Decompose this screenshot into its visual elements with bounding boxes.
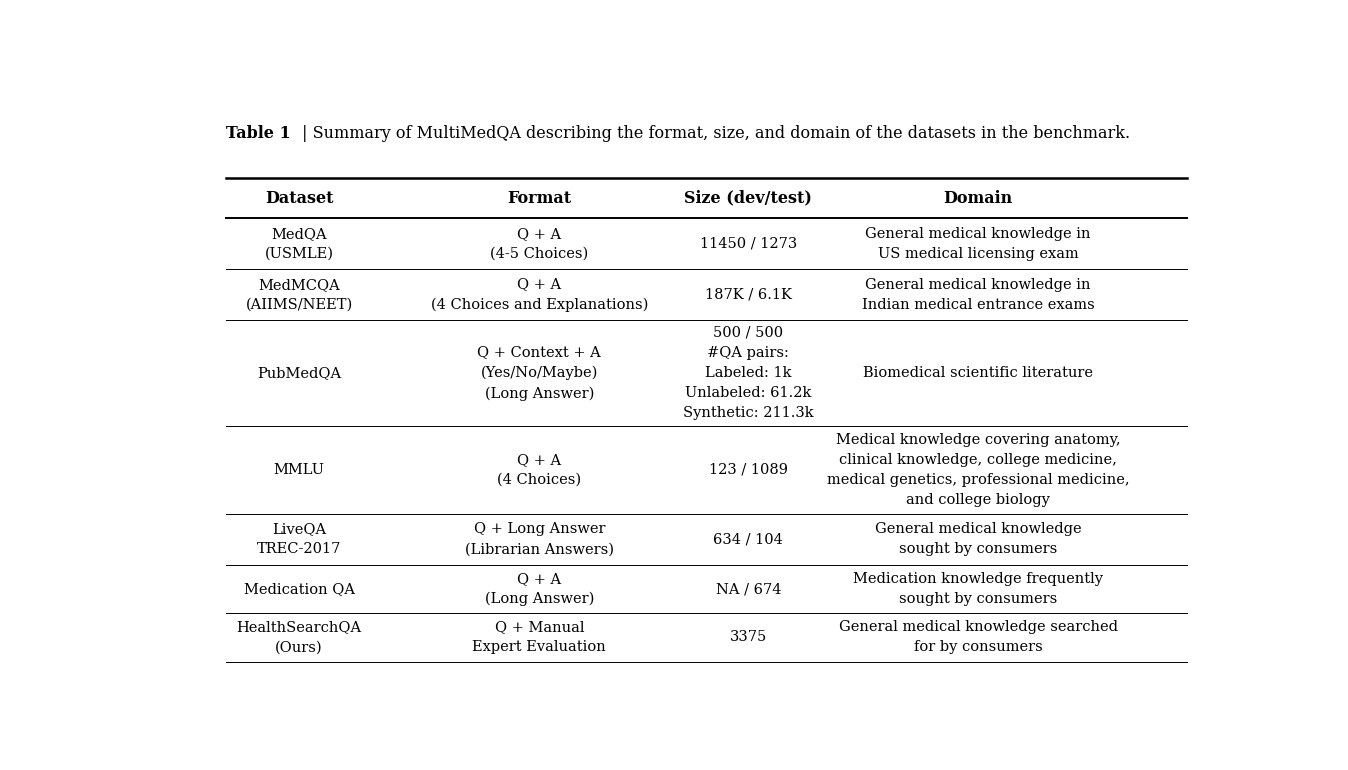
Text: 123 / 1089: 123 / 1089	[709, 463, 787, 477]
Text: | Summary of MultiMedQA describing the format, size, and domain of the datasets : | Summary of MultiMedQA describing the f…	[297, 125, 1130, 142]
Text: Q + Long Answer
(Librarian Answers): Q + Long Answer (Librarian Answers)	[465, 522, 613, 557]
Text: MedMCQA
(AIIMS/NEET): MedMCQA (AIIMS/NEET)	[245, 278, 353, 312]
Text: General medical knowledge searched
for by consumers: General medical knowledge searched for b…	[838, 621, 1117, 654]
Text: Q + A
(Long Answer): Q + A (Long Answer)	[485, 572, 594, 607]
Text: 500 / 500
#QA pairs:
Labeled: 1k
Unlabeled: 61.2k
Synthetic: 211.3k: 500 / 500 #QA pairs: Labeled: 1k Unlabel…	[683, 326, 814, 420]
Text: 187K / 6.1K: 187K / 6.1K	[705, 288, 791, 302]
Text: Medical knowledge covering anatomy,
clinical knowledge, college medicine,
medica: Medical knowledge covering anatomy, clin…	[826, 433, 1130, 507]
Text: Dataset: Dataset	[264, 189, 333, 207]
Text: Medication knowledge frequently
sought by consumers: Medication knowledge frequently sought b…	[853, 572, 1103, 606]
Text: Domain: Domain	[944, 189, 1012, 207]
Text: 11450 / 1273: 11450 / 1273	[700, 236, 797, 251]
Text: General medical knowledge
sought by consumers: General medical knowledge sought by cons…	[875, 522, 1081, 557]
Text: LiveQA
TREC-2017: LiveQA TREC-2017	[257, 522, 341, 557]
Text: Q + Manual
Expert Evaluation: Q + Manual Expert Evaluation	[473, 621, 607, 654]
Text: Size (dev/test): Size (dev/test)	[685, 189, 813, 207]
Text: NA / 674: NA / 674	[716, 582, 780, 596]
Text: 634 / 104: 634 / 104	[713, 532, 783, 547]
Text: Q + A
(4 Choices): Q + A (4 Choices)	[497, 453, 581, 487]
Text: Biomedical scientific literature: Biomedical scientific literature	[863, 366, 1093, 380]
Text: MedQA
(USMLE): MedQA (USMLE)	[264, 226, 333, 261]
Text: HealthSearchQA
(Ours): HealthSearchQA (Ours)	[236, 621, 361, 654]
Text: General medical knowledge in
US medical licensing exam: General medical knowledge in US medical …	[865, 226, 1091, 261]
Text: PubMedQA: PubMedQA	[257, 366, 341, 380]
Text: MMLU: MMLU	[274, 463, 325, 477]
Text: Format: Format	[507, 189, 572, 207]
Text: Table 1: Table 1	[226, 125, 291, 142]
Text: Q + A
(4 Choices and Explanations): Q + A (4 Choices and Explanations)	[430, 277, 648, 313]
Text: General medical knowledge in
Indian medical entrance exams: General medical knowledge in Indian medi…	[861, 278, 1095, 312]
Text: Q + A
(4-5 Choices): Q + A (4-5 Choices)	[491, 226, 589, 261]
Text: Q + Context + A
(Yes/No/Maybe)
(Long Answer): Q + Context + A (Yes/No/Maybe) (Long Ans…	[477, 346, 601, 400]
Text: 3375: 3375	[729, 631, 767, 644]
Text: Medication QA: Medication QA	[244, 582, 355, 596]
